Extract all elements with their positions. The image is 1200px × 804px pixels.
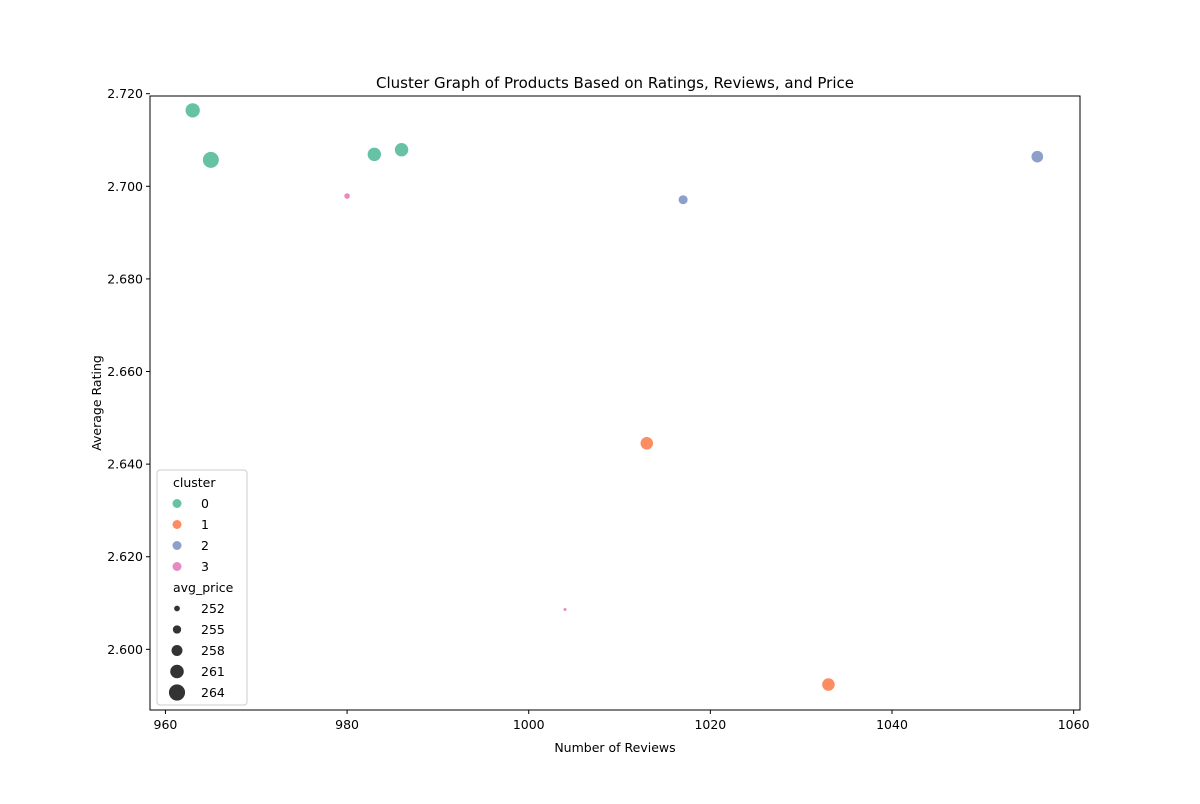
x-axis-label: Number of Reviews [554,740,675,755]
legend: cluster 0 1 2 3 avg_price 252 255 258 261 264 [156,469,248,706]
legend-cluster-1-label: 1 [201,517,209,532]
legend-cluster-2-label: 2 [201,538,209,553]
x-tick-label: 960 [154,717,178,732]
y-tick-label: 2.640 [107,457,143,472]
plot-frame [149,95,1081,711]
legend-size-264-marker [168,684,186,701]
data-point-8 [677,194,689,206]
legend-size-252-marker [174,605,180,612]
data-point-2 [366,146,383,163]
legend-size-255-label: 255 [201,622,225,637]
y-axis-label: Average Rating [89,355,104,451]
legend-size-258-label: 258 [201,643,225,658]
legend-size-title: avg_price [173,580,234,595]
data-point-4 [343,192,351,200]
legend-cluster-3-label: 3 [201,559,209,574]
data-point-1 [201,150,220,169]
legend-cluster-2-marker [172,541,182,550]
legend-size-258-marker [171,645,183,656]
y-tick-label: 2.680 [107,271,143,286]
legend-size-261-label: 261 [201,664,225,679]
chart-title: Cluster Graph of Products Based on Ratin… [376,74,854,92]
data-point-9 [1030,149,1045,164]
y-tick-label: 2.700 [107,179,143,194]
data-point-6 [639,436,655,451]
y-tick-label: 2.600 [107,642,143,657]
legend-cluster-3-marker [172,562,182,571]
data-point-0 [184,102,201,119]
y-tick-label: 2.660 [107,364,143,379]
legend-cluster-1-marker [172,520,182,529]
x-tick-label: 1020 [694,717,726,732]
legend-size-252-label: 252 [201,601,225,616]
legend-size-261-marker [170,664,184,679]
legend-hue-title: cluster [173,475,216,490]
y-tick-label: 2.620 [107,549,143,564]
data-point-5 [562,607,568,613]
x-tick-label: 1040 [876,717,908,732]
x-axis: 960 980 1000 1020 1040 1060 [154,710,1090,732]
x-tick-label: 1060 [1058,717,1090,732]
legend-size-255-marker [172,625,182,634]
legend-cluster-0-label: 0 [201,496,209,511]
data-point-3 [393,142,410,158]
data-point-7 [821,677,836,692]
x-tick-label: 980 [335,717,359,732]
points-layer [184,102,1045,692]
y-tick-label: 2.720 [107,86,143,101]
legend-size-264-label: 264 [201,685,225,700]
legend-cluster-0-marker [172,499,182,508]
y-axis: 2.600 2.620 2.640 2.660 2.680 2.700 2.720 [107,86,150,657]
x-tick-label: 1000 [513,717,545,732]
